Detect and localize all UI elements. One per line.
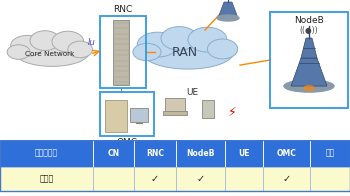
Text: NodeB: NodeB [186, 149, 215, 158]
Bar [114, 21, 128, 84]
Ellipse shape [284, 80, 334, 92]
Bar [176, 167, 225, 191]
Bar [113, 20, 129, 85]
Bar [93, 140, 134, 167]
Bar [130, 108, 148, 122]
Ellipse shape [68, 41, 92, 58]
Ellipse shape [304, 86, 314, 91]
Text: UE: UE [186, 88, 198, 97]
Text: RAN: RAN [172, 45, 198, 59]
Ellipse shape [30, 31, 60, 51]
Bar [93, 167, 134, 191]
Bar [134, 167, 176, 191]
Text: ((●)): ((●)) [300, 26, 318, 35]
Bar [225, 167, 263, 191]
Ellipse shape [188, 27, 227, 52]
Text: 相关性: 相关性 [40, 174, 54, 183]
Bar [0, 167, 93, 191]
Ellipse shape [137, 32, 178, 57]
Text: NodeB: NodeB [294, 16, 324, 25]
Polygon shape [291, 58, 327, 86]
Text: ⚡: ⚡ [228, 106, 236, 119]
Ellipse shape [15, 38, 89, 66]
Bar [225, 140, 263, 167]
Text: ✓: ✓ [196, 174, 204, 184]
Ellipse shape [142, 35, 234, 69]
Ellipse shape [10, 35, 44, 56]
Bar [0, 140, 93, 167]
Text: ✓: ✓ [151, 174, 159, 184]
Bar [310, 167, 350, 191]
Text: CN: CN [107, 149, 120, 158]
Bar [163, 111, 187, 115]
Text: OMC: OMC [117, 138, 138, 147]
Bar [134, 140, 176, 167]
Text: Core Network: Core Network [25, 51, 75, 57]
Text: 其它: 其它 [325, 149, 335, 158]
Bar [105, 100, 127, 132]
Text: RNC: RNC [146, 149, 164, 158]
Text: Iu: Iu [88, 38, 96, 46]
Text: ✓: ✓ [282, 174, 290, 184]
Ellipse shape [161, 27, 198, 50]
Polygon shape [218, 2, 238, 18]
Polygon shape [301, 38, 317, 58]
Ellipse shape [208, 39, 238, 59]
Ellipse shape [217, 15, 239, 21]
Ellipse shape [52, 31, 84, 52]
Bar [270, 12, 348, 108]
Text: OMC: OMC [276, 149, 296, 158]
Text: 网元或设备: 网元或设备 [35, 149, 58, 158]
Ellipse shape [7, 45, 30, 59]
Bar [263, 167, 310, 191]
Text: RNC: RNC [113, 5, 133, 14]
Bar [263, 140, 310, 167]
Bar [202, 100, 214, 118]
Bar [100, 16, 146, 88]
Bar [165, 98, 185, 112]
Text: UE: UE [238, 149, 250, 158]
Bar [100, 92, 154, 136]
Bar [310, 140, 350, 167]
Bar [176, 140, 225, 167]
Ellipse shape [133, 43, 161, 61]
